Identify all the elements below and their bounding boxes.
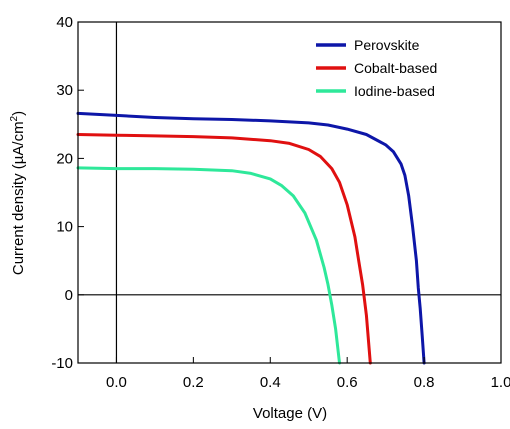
x-tick-label: 0.4 (260, 374, 281, 391)
legend: Perovskite Cobalt-based Iodine-based (316, 37, 437, 99)
x-tick-label: 0.6 (337, 374, 358, 391)
series-line-1 (76, 111, 426, 365)
x-tick-label: 1.0 (491, 374, 510, 391)
plot-frame (77, 21, 502, 364)
legend-label-3: Iodine-based (354, 83, 435, 99)
series-line-2 (76, 133, 372, 365)
series-layer (76, 111, 426, 365)
y-tick-label: 10 (56, 219, 73, 236)
x-tick-label: 0.2 (183, 374, 204, 391)
x-tick-label: 0.0 (106, 374, 127, 391)
y-axis-title-close: ) (10, 111, 27, 116)
y-tick-label: 20 (56, 150, 73, 167)
legend-label-1: Perovskite (354, 37, 420, 53)
y-tick-label: -10 (51, 355, 73, 372)
x-tick-label: 0.8 (414, 374, 435, 391)
x-axis-ticks: 0.0 0.2 0.4 0.6 0.8 1.0 (106, 357, 510, 391)
x-axis-title: Voltage (V) (253, 405, 327, 422)
y-axis-title: Current density (µA/cm2) (9, 111, 27, 275)
y-tick-label: 0 (65, 287, 73, 304)
y-axis-title-superscript: 2 (9, 115, 20, 121)
series-line-3 (76, 166, 341, 365)
zero-lines (78, 22, 501, 363)
y-tick-label: 30 (56, 82, 73, 99)
legend-label-2: Cobalt-based (354, 60, 437, 76)
y-axis-title-main: Current density (µA/cm (10, 121, 27, 275)
y-tick-label: 40 (56, 14, 73, 31)
y-axis-ticks: -10 0 10 20 30 40 (51, 14, 84, 372)
